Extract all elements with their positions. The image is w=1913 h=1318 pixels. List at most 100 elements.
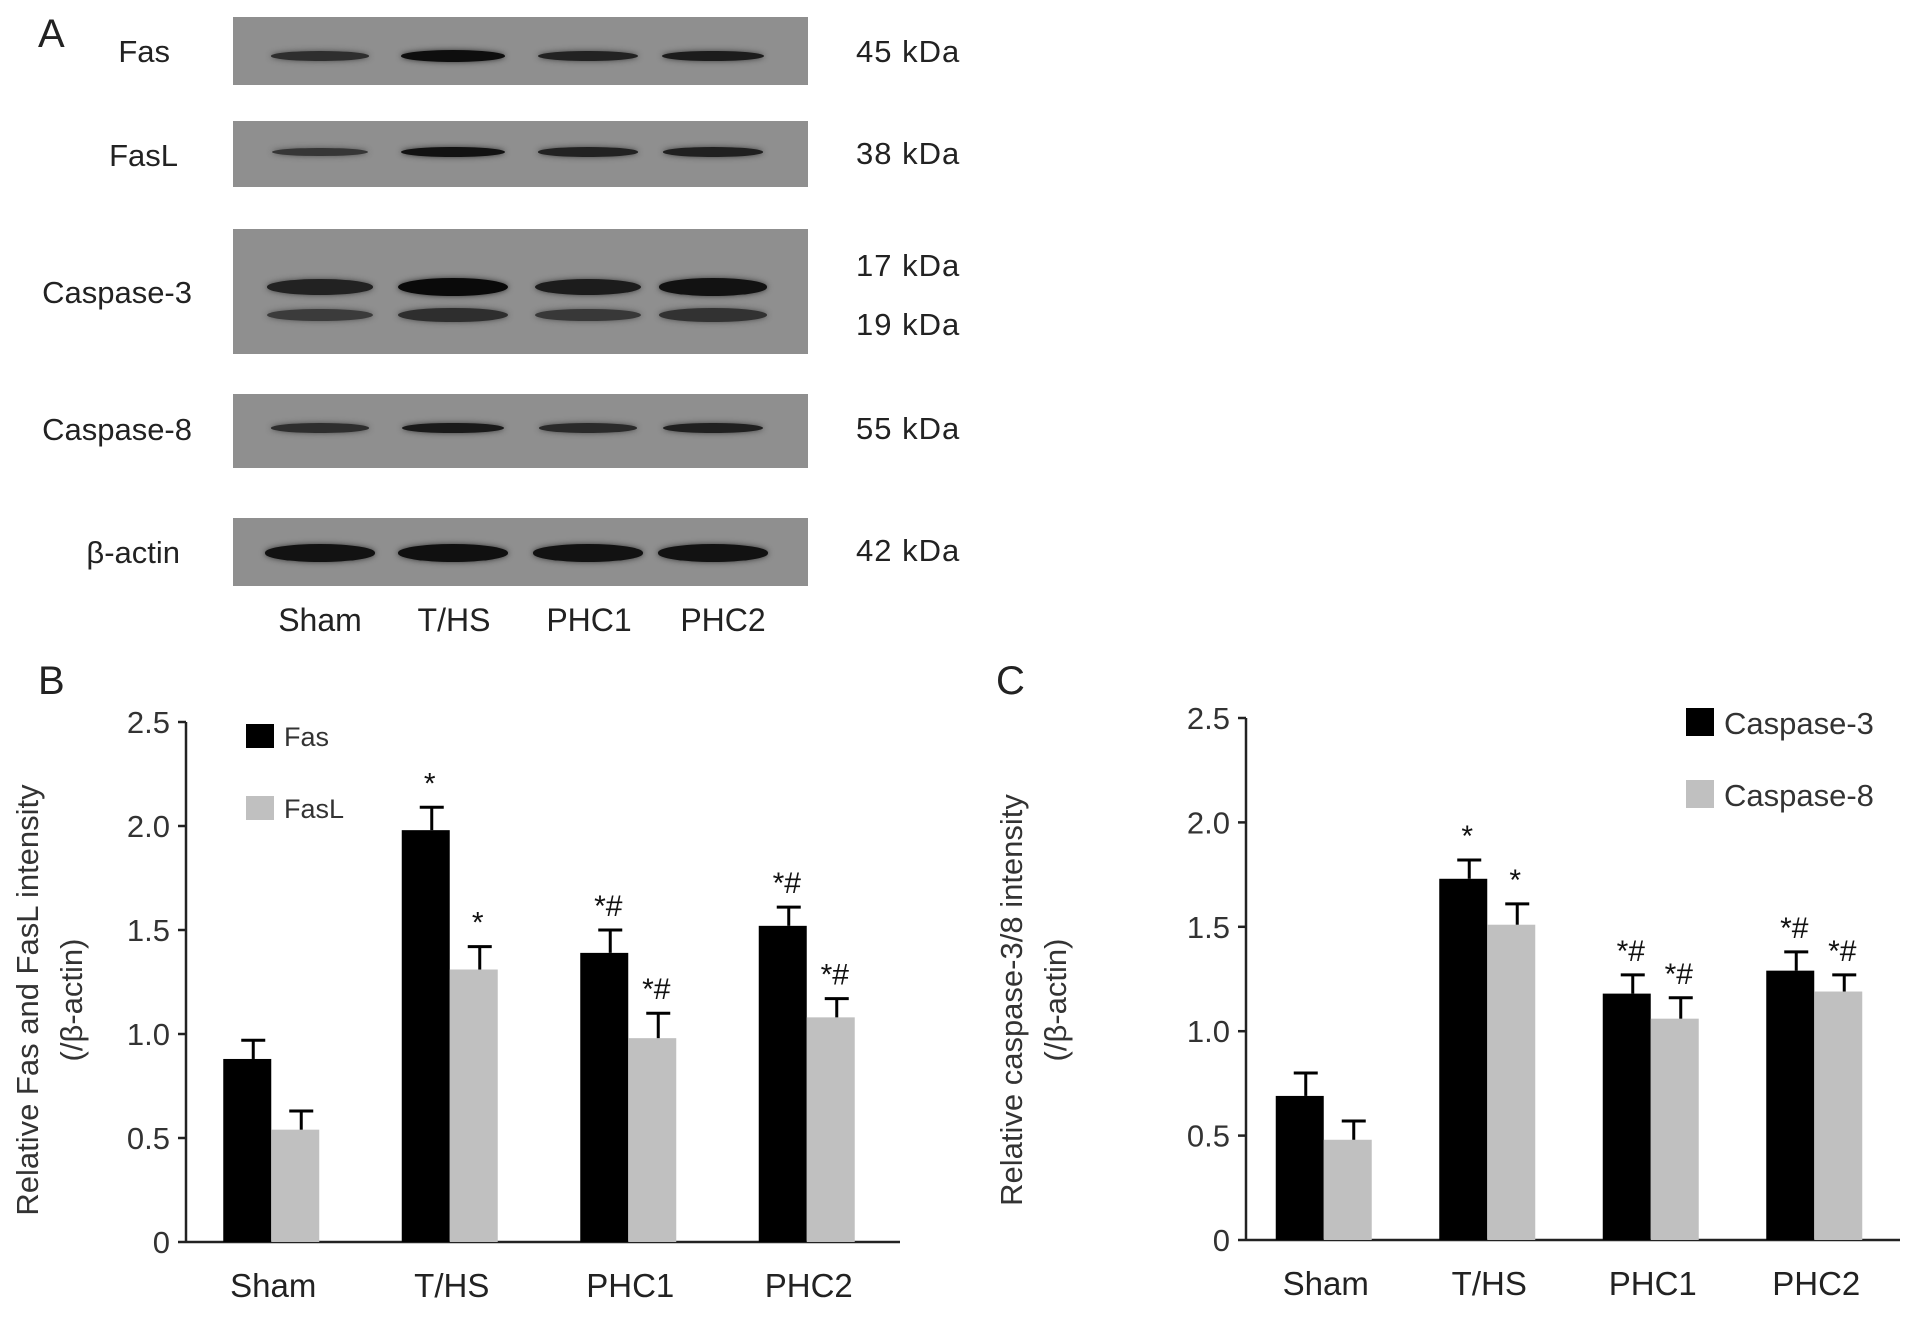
y-tick-label: 0 [153,1225,170,1260]
category-label: Sham [1283,1265,1369,1302]
significance-mark: *# [1617,935,1646,968]
blot-band [532,544,644,562]
category-label: PHC2 [1772,1265,1860,1302]
category-label: PHC1 [586,1267,674,1304]
blot-band [267,279,373,295]
legend-swatch [246,724,274,748]
bar-caspase-3 [1439,878,1488,1240]
bar-caspase-8 [1814,991,1863,1240]
blot-band [271,147,369,157]
bar-fas [401,830,450,1242]
blot-band [398,307,508,323]
y-tick-label: 0 [1213,1223,1230,1258]
chart-panel-c: C 0 0.5 1.0 1.5 2.0 2.5 Relative caspase-3/8 in… [994,659,1900,1302]
y-tick-label: 2.5 [127,705,170,740]
blot-band [267,308,373,322]
panel-letter-c: C [996,659,1025,703]
bar-fasl [271,1129,320,1242]
lane-label-sham: Sham [278,602,362,638]
legend-swatch [1686,708,1714,736]
kda-label-fasl: 38 kDa [856,136,961,171]
panel-letter-b: B [38,659,65,703]
y-tick-label: 1.0 [127,1017,170,1052]
blot-band [662,50,764,62]
bar-caspase-8 [1650,1018,1699,1240]
blot-band [534,278,642,296]
y-tick-label: 1.0 [1187,1014,1230,1049]
lane-label-phc2: PHC2 [680,602,766,638]
bar-fas [758,925,807,1242]
legend-label: Fas [284,722,329,752]
legend-swatch [246,796,274,820]
bar-fas [580,952,629,1242]
blot-band [534,308,642,322]
y-axis-label-unit: (/β-actin) [54,939,89,1062]
significance-mark: *# [594,890,623,923]
significance-mark: *# [1780,912,1809,945]
blot-band [402,422,504,434]
y-tick-label: 1.5 [127,913,170,948]
significance-mark: *# [821,959,850,992]
legend-swatch [1686,780,1714,808]
blot-band [400,50,506,62]
y-axis-label: Relative caspase-3/8 intensity [994,794,1029,1206]
legend-label: Caspase-8 [1724,778,1874,813]
y-tick-label: 0.5 [1187,1119,1230,1154]
significance-mark: *# [1828,935,1857,968]
bar-fasl [628,1038,677,1242]
kda-label-caspase3-lower: 19 kDa [856,307,961,342]
y-tick-label: 1.5 [1187,910,1230,945]
bar-fas [223,1058,272,1242]
blot-band [264,544,376,562]
category-label: PHC1 [1609,1265,1697,1302]
blot-band [398,278,508,296]
blot-band [537,147,639,157]
bar-caspase-8 [1487,924,1536,1240]
blot-band [271,423,369,433]
blot-label-fasl: FasL [109,138,178,173]
y-tick-label: 2.5 [1187,701,1230,736]
significance-mark: * [1509,864,1521,897]
significance-mark: * [424,767,436,800]
legend-label: Caspase-3 [1724,706,1874,741]
blot-band [662,147,764,157]
blot-label-caspase8: Caspase-8 [42,412,192,447]
blot-band [537,50,639,62]
panel-letter-a: A [38,12,65,56]
y-axis-label-unit: (/β-actin) [1038,939,1073,1062]
significance-mark: * [1461,820,1473,853]
y-axis-label: Relative Fas and FasL intensity [10,784,45,1216]
bar-caspase-3 [1275,1095,1324,1240]
blot-band [662,422,764,434]
bar-fasl [806,1017,855,1242]
y-tick-label: 0.5 [127,1121,170,1156]
lane-label-ths: T/HS [417,602,491,638]
blot-band [397,544,509,562]
blot-label-fas: Fas [118,34,170,69]
category-label: PHC2 [765,1267,853,1304]
significance-mark: *# [773,867,802,900]
blot-band [657,544,769,562]
significance-mark: * [472,907,484,940]
bar-caspase-3 [1766,970,1815,1240]
kda-label-caspase3-upper: 17 kDa [856,248,961,283]
blot-label-caspase3: Caspase-3 [42,275,192,310]
bar-fasl [449,969,498,1242]
lane-label-phc1: PHC1 [546,602,632,638]
significance-mark: *# [642,973,671,1006]
category-label: T/HS [1452,1265,1527,1302]
category-label: T/HS [414,1267,489,1304]
blot-band [271,51,369,61]
legend-label: FasL [284,794,344,824]
blot-band [401,146,505,158]
category-label: Sham [230,1267,316,1304]
blot-label-beta-actin: β-actin [86,535,180,570]
kda-label-beta-actin: 42 kDa [856,533,961,568]
chart-panel-b: B 0 0.5 1.0 1.5 2.0 2.5 Relative Fas and FasL i… [10,659,900,1304]
kda-label-caspase8: 55 kDa [856,411,961,446]
blot-band [538,423,638,433]
significance-mark: *# [1665,958,1694,991]
y-tick-label: 2.0 [1187,805,1230,840]
blot-band [658,308,768,322]
y-tick-label: 2.0 [127,809,170,844]
